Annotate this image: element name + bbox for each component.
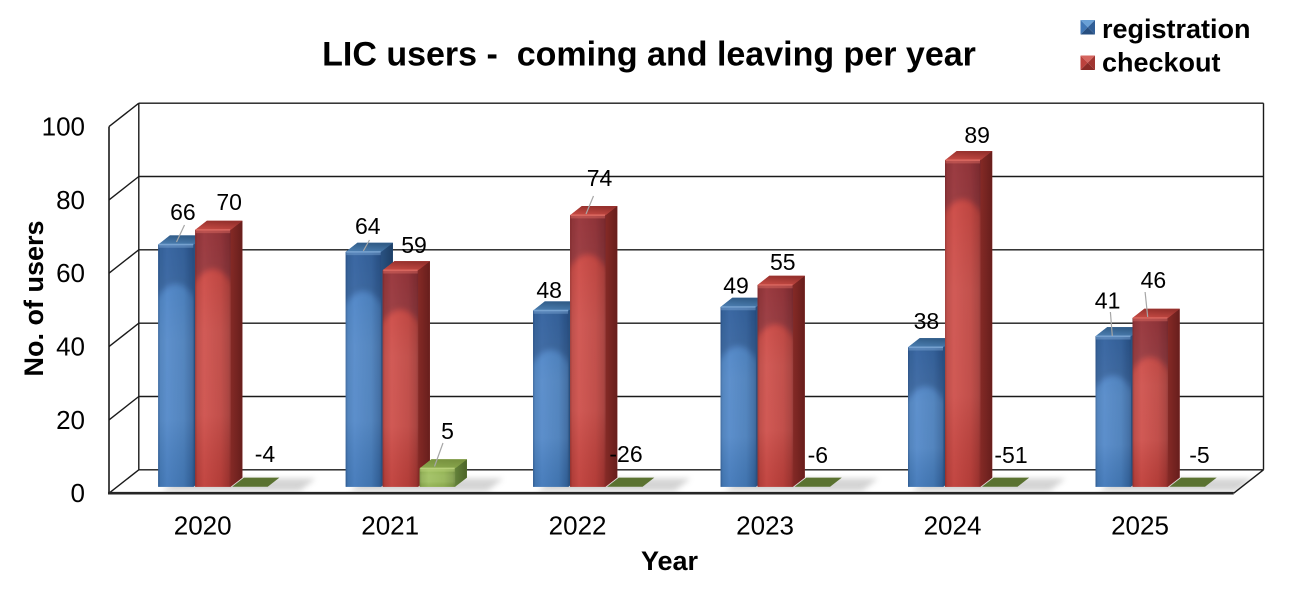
svg-text:60: 60 [56,258,85,288]
svg-text:55: 55 [770,249,796,275]
svg-text:5: 5 [441,418,454,444]
svg-text:Year: Year [641,546,699,576]
svg-text:41: 41 [1095,288,1121,314]
svg-text:100: 100 [42,112,85,142]
svg-text:46: 46 [1141,267,1167,293]
svg-text:70: 70 [216,189,242,215]
svg-text:2022: 2022 [549,511,607,541]
svg-text:-4: -4 [255,441,276,467]
svg-text:20: 20 [56,405,85,435]
svg-text:74: 74 [587,165,613,191]
svg-text:2020: 2020 [174,511,232,541]
svg-text:40: 40 [56,332,85,362]
svg-text:No. of users: No. of users [19,220,49,376]
svg-text:2021: 2021 [361,511,419,541]
svg-text:-5: -5 [1189,442,1209,468]
svg-text:0: 0 [71,478,85,508]
svg-text:-26: -26 [609,441,642,467]
svg-text:59: 59 [401,232,427,258]
svg-text:-6: -6 [808,442,828,468]
svg-text:LIC users - coming and leavin: LIC users - coming and leaving per year [322,35,976,73]
svg-text:checkout: checkout [1102,47,1221,77]
svg-text:48: 48 [536,277,562,303]
svg-text:38: 38 [914,308,940,334]
svg-text:2023: 2023 [736,511,794,541]
svg-text:66: 66 [170,199,196,225]
svg-text:registration: registration [1102,14,1251,44]
svg-text:2024: 2024 [924,511,982,541]
svg-text:80: 80 [56,185,85,215]
svg-text:2025: 2025 [1111,511,1169,541]
svg-text:49: 49 [723,273,749,299]
svg-text:-51: -51 [994,442,1027,468]
svg-text:64: 64 [355,213,381,239]
svg-text:89: 89 [964,122,990,148]
